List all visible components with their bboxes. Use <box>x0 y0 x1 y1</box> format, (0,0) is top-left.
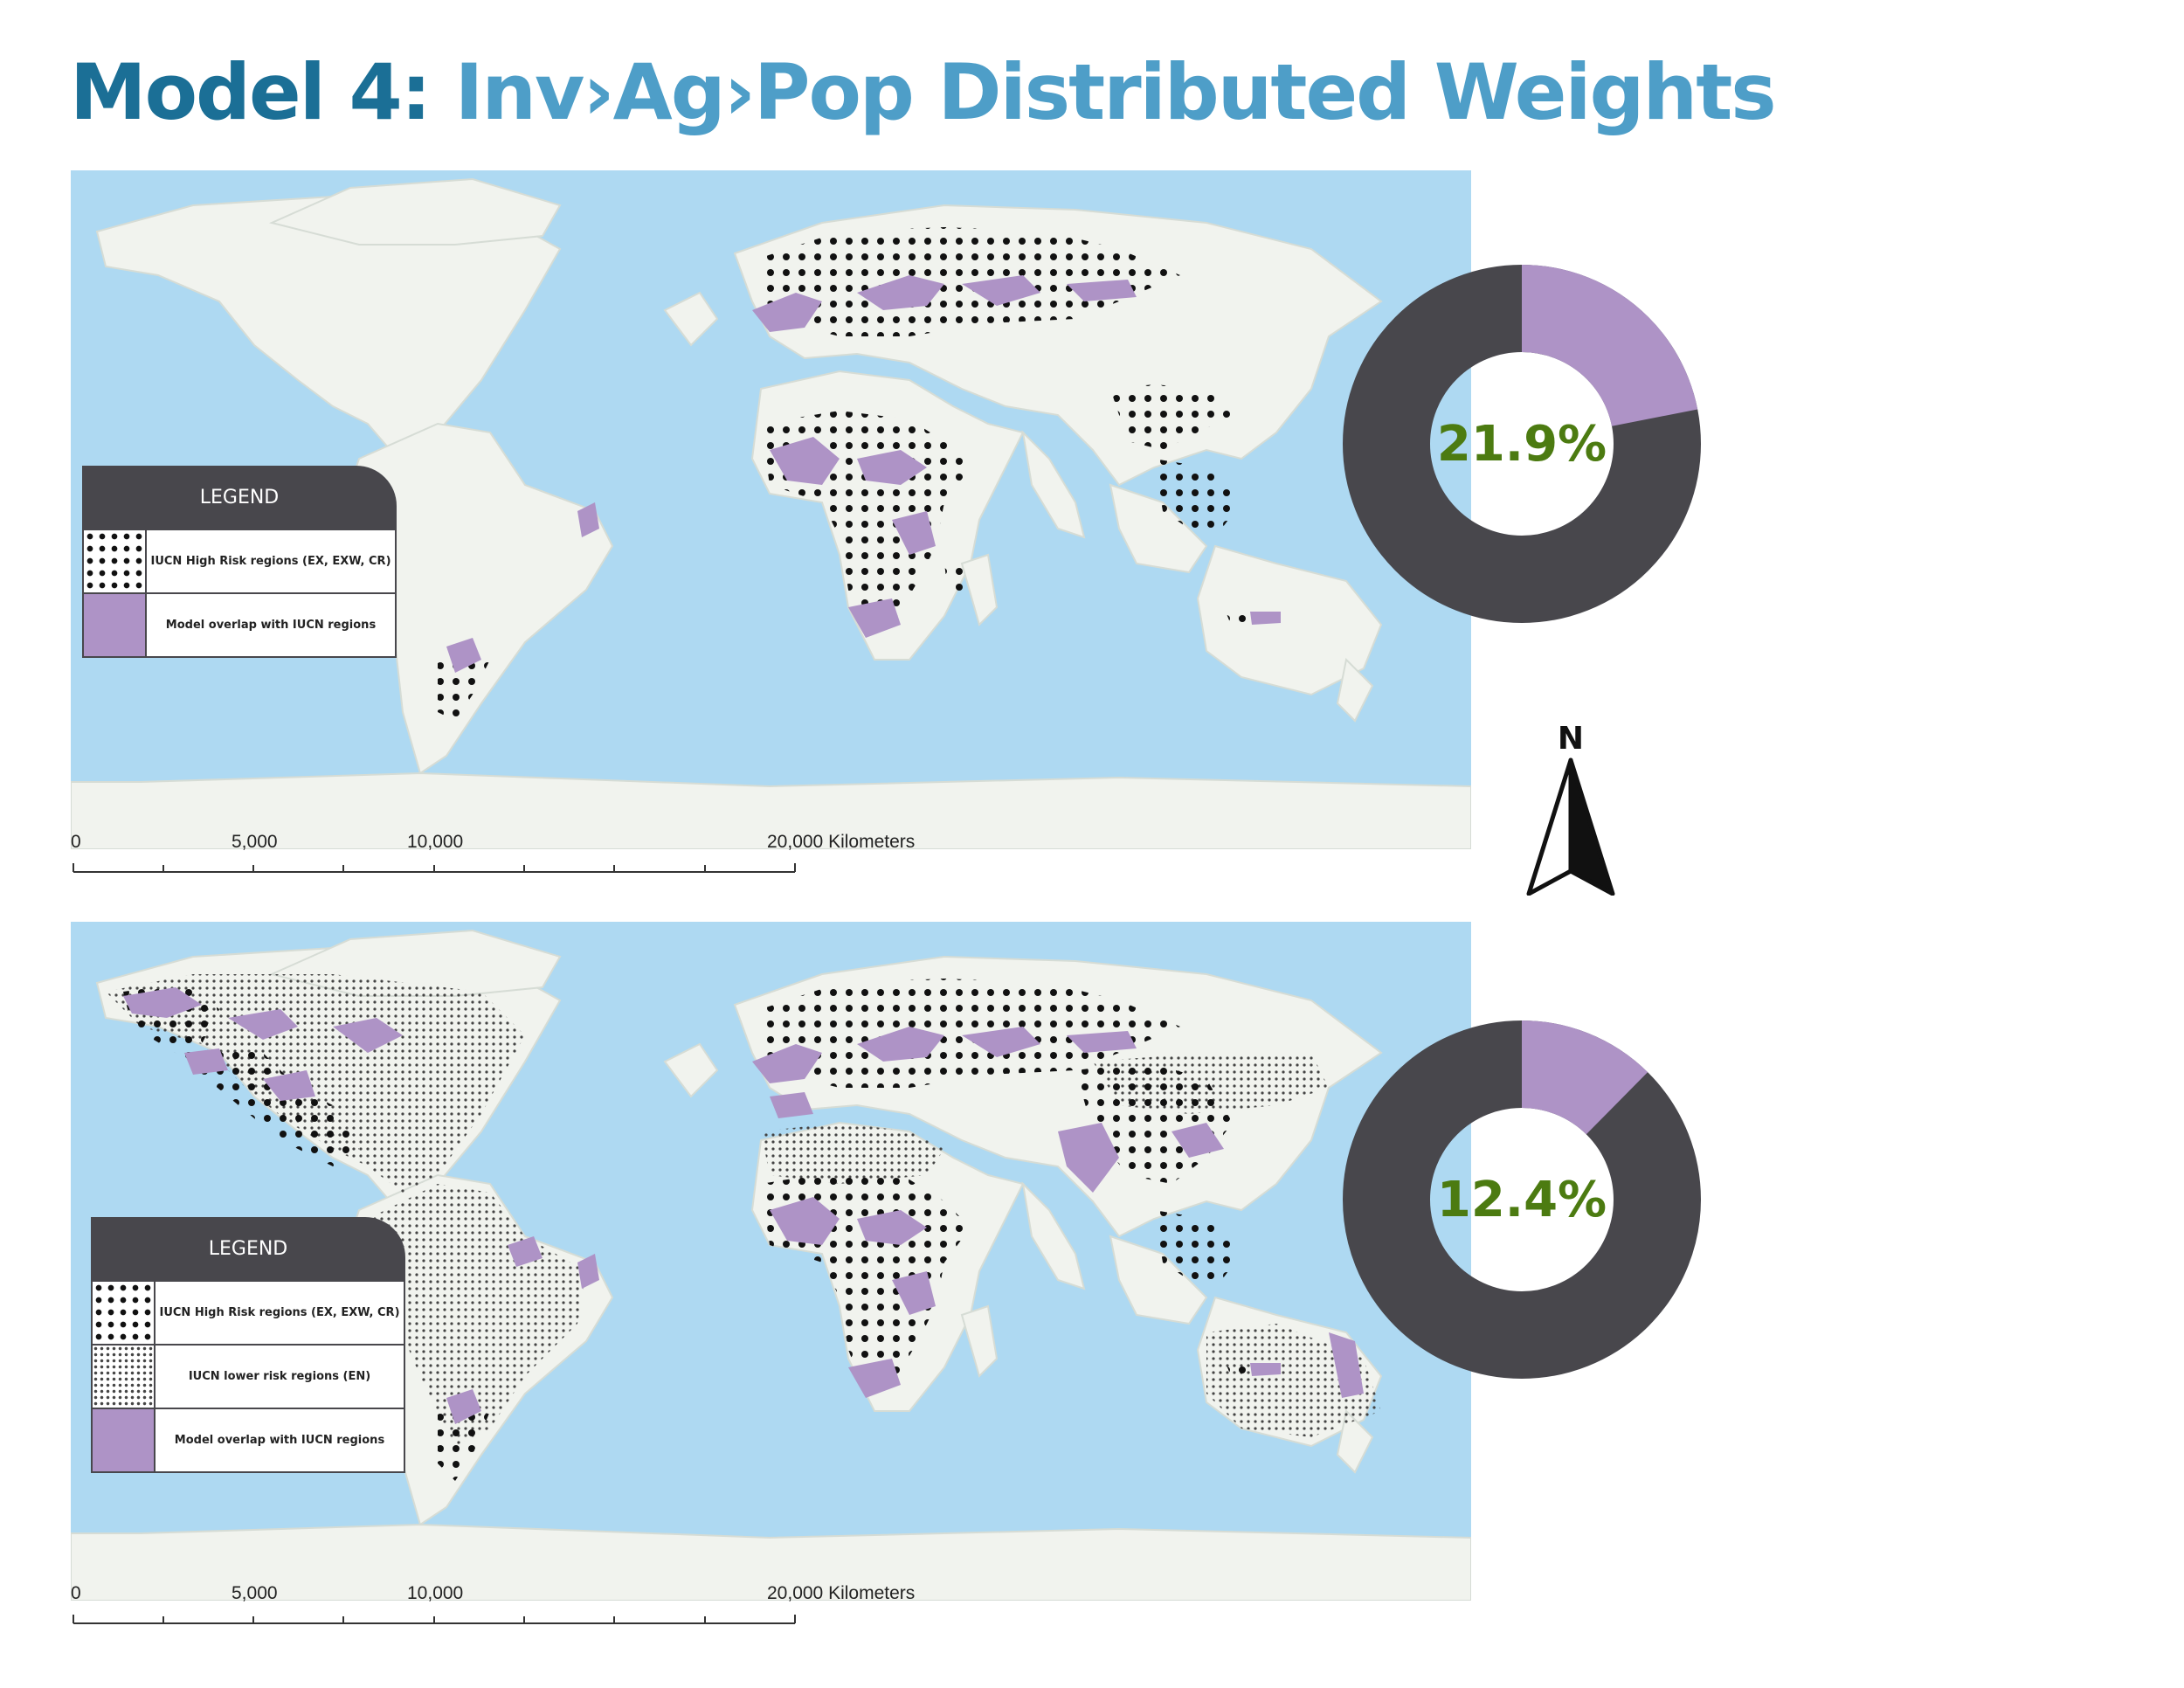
scale-label: 10,000 <box>407 832 464 852</box>
legend-title: LEGEND <box>82 466 397 530</box>
donut-overlap-arc <box>1343 265 1701 623</box>
iucn-lower-risk-layer <box>106 974 1381 1446</box>
legend-item: IUCN High Risk regions (EX, EXW, CR) <box>82 530 397 594</box>
high-risk-swatch <box>84 530 147 592</box>
scale-bar-bottom: 0 5,000 10,000 20,000 Kilometers <box>71 1583 915 1636</box>
legend-item-label: Model overlap with IUCN regions <box>165 619 377 632</box>
scale-label: 10,000 <box>407 1583 464 1603</box>
donut-overlap-arc <box>1343 1020 1701 1379</box>
legend-item: IUCN lower risk regions (EN) <box>91 1346 405 1409</box>
donut-chart-bottom: 12.4% <box>1338 1016 1705 1383</box>
model-overlap-layer <box>123 987 1364 1424</box>
overlap-swatch <box>84 594 147 656</box>
scale-label: 5,000 <box>232 1583 278 1603</box>
legend-title: LEGEND <box>91 1217 405 1282</box>
scale-label: 20,000 Kilometers <box>767 832 916 852</box>
legend-item: Model overlap with IUCN regions <box>91 1409 405 1473</box>
legend-item: Model overlap with IUCN regions <box>82 594 397 658</box>
scale-label: 5,000 <box>232 832 278 852</box>
legend-item: IUCN High Risk regions (EX, EXW, CR) <box>91 1282 405 1346</box>
north-arrow-left-half <box>1526 758 1573 896</box>
scale-label: 0 <box>71 832 81 852</box>
page-title: Model 4: Inv›Ag›Pop Distributed Weights <box>70 54 1777 131</box>
legend-item-label: IUCN High Risk regions (EX, EXW, CR) <box>159 1306 400 1319</box>
model-overlap-layer <box>446 275 1281 673</box>
high-risk-swatch <box>93 1282 156 1344</box>
scale-ruler <box>73 1615 796 1624</box>
scale-label: 20,000 Kilometers <box>767 1583 916 1603</box>
overlap-swatch <box>93 1409 156 1471</box>
scale-ruler <box>73 863 796 873</box>
donut-chart-top: 21.9% <box>1338 260 1705 627</box>
legend-item-label: Model overlap with IUCN regions <box>174 1434 385 1447</box>
scale-label: 0 <box>71 1583 81 1603</box>
north-label: N <box>1558 721 1584 757</box>
legend-item-label: IUCN High Risk regions (EX, EXW, CR) <box>150 555 391 568</box>
lower-risk-swatch <box>93 1346 156 1408</box>
scale-bar-top: 0 5,000 10,000 20,000 Kilometers <box>71 832 915 884</box>
legend-item-label: IUCN lower risk regions (EN) <box>188 1370 371 1383</box>
donut-percent-label: 21.9% <box>1436 415 1607 473</box>
world-map-top <box>71 170 1471 849</box>
world-map-bottom <box>71 922 1471 1601</box>
legend-bottom: LEGEND IUCN High Risk regions (EX, EXW, … <box>91 1217 405 1473</box>
title-subtitle: Inv›Ag›Pop Distributed Weights <box>454 47 1777 137</box>
title-model: Model 4: <box>70 47 432 137</box>
north-arrow: N <box>1518 721 1623 896</box>
donut-percent-label: 12.4% <box>1436 1171 1607 1228</box>
legend-top: LEGEND IUCN High Risk regions (EX, EXW, … <box>82 466 397 658</box>
north-arrow-right-half <box>1568 758 1615 896</box>
